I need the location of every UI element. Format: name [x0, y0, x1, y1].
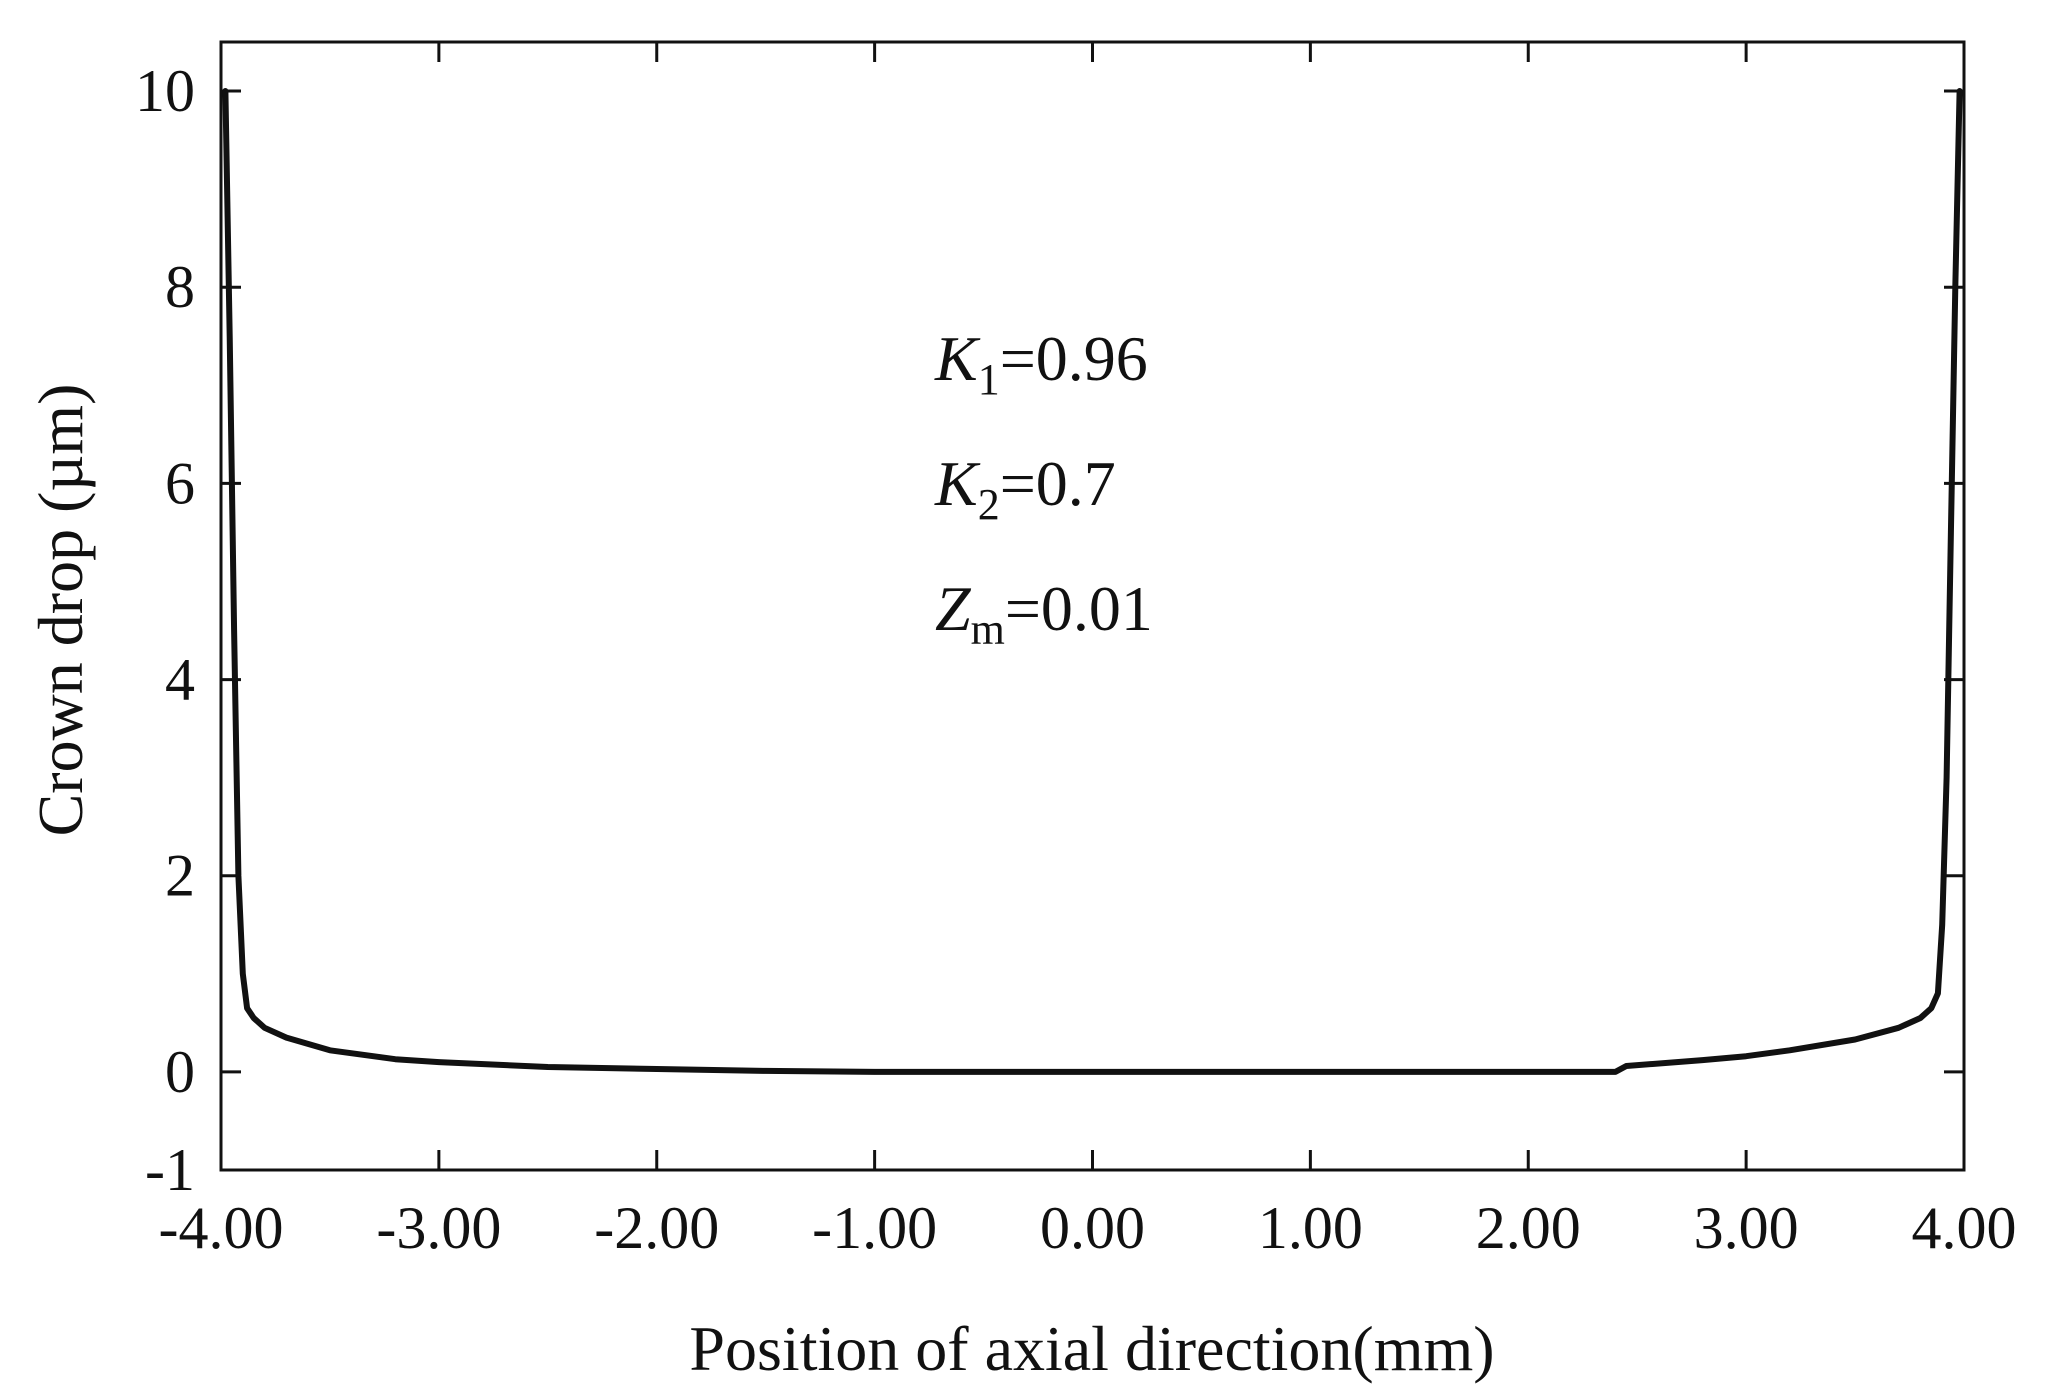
- x-tick-label: -1.00: [812, 1195, 937, 1261]
- annotation-zm-value: =0.01: [1005, 573, 1153, 644]
- x-tick-label: 2.00: [1476, 1195, 1581, 1261]
- x-tick-label: 0.00: [1040, 1195, 1145, 1261]
- y-tick-label: 4: [165, 647, 195, 713]
- annotation-k2: K2=0.7: [934, 448, 1116, 529]
- annotation-k2-symbol: K: [934, 448, 981, 519]
- y-axis-title: Crown drop (µm): [25, 384, 96, 837]
- y-tick-label: 6: [165, 450, 195, 516]
- y-tick-label: 10: [135, 58, 195, 124]
- y-tick-label: 2: [165, 843, 195, 909]
- x-tick-label: 1.00: [1258, 1195, 1363, 1261]
- x-axis-title: Position of axial direction(mm): [689, 1313, 1494, 1384]
- y-tick-label: -1: [145, 1137, 195, 1203]
- y-tick-label: 8: [165, 254, 195, 320]
- y-tick-label: 0: [165, 1039, 195, 1105]
- annotation-k1-symbol: K: [934, 323, 981, 394]
- annotation-zm: Zm=0.01: [935, 573, 1153, 654]
- annotation-k1-subscript: 1: [978, 355, 1000, 404]
- x-tick-label: -2.00: [594, 1195, 719, 1261]
- annotation-zm-symbol: Z: [935, 573, 972, 644]
- annotation-k1-value: =0.96: [1000, 323, 1148, 394]
- annotation-k2-subscript: 2: [978, 480, 1000, 529]
- series-line-crown-drop: [222, 88, 1963, 1075]
- annotation-zm-subscript: m: [971, 605, 1005, 654]
- x-tick-label: -4.00: [159, 1195, 284, 1261]
- x-tick-label: -3.00: [376, 1195, 501, 1261]
- x-tick-label: 3.00: [1694, 1195, 1799, 1261]
- annotation-k1: K1=0.96: [934, 323, 1148, 404]
- annotation-k2-value: =0.7: [1000, 448, 1116, 519]
- x-tick-label: 4.00: [1912, 1195, 2017, 1261]
